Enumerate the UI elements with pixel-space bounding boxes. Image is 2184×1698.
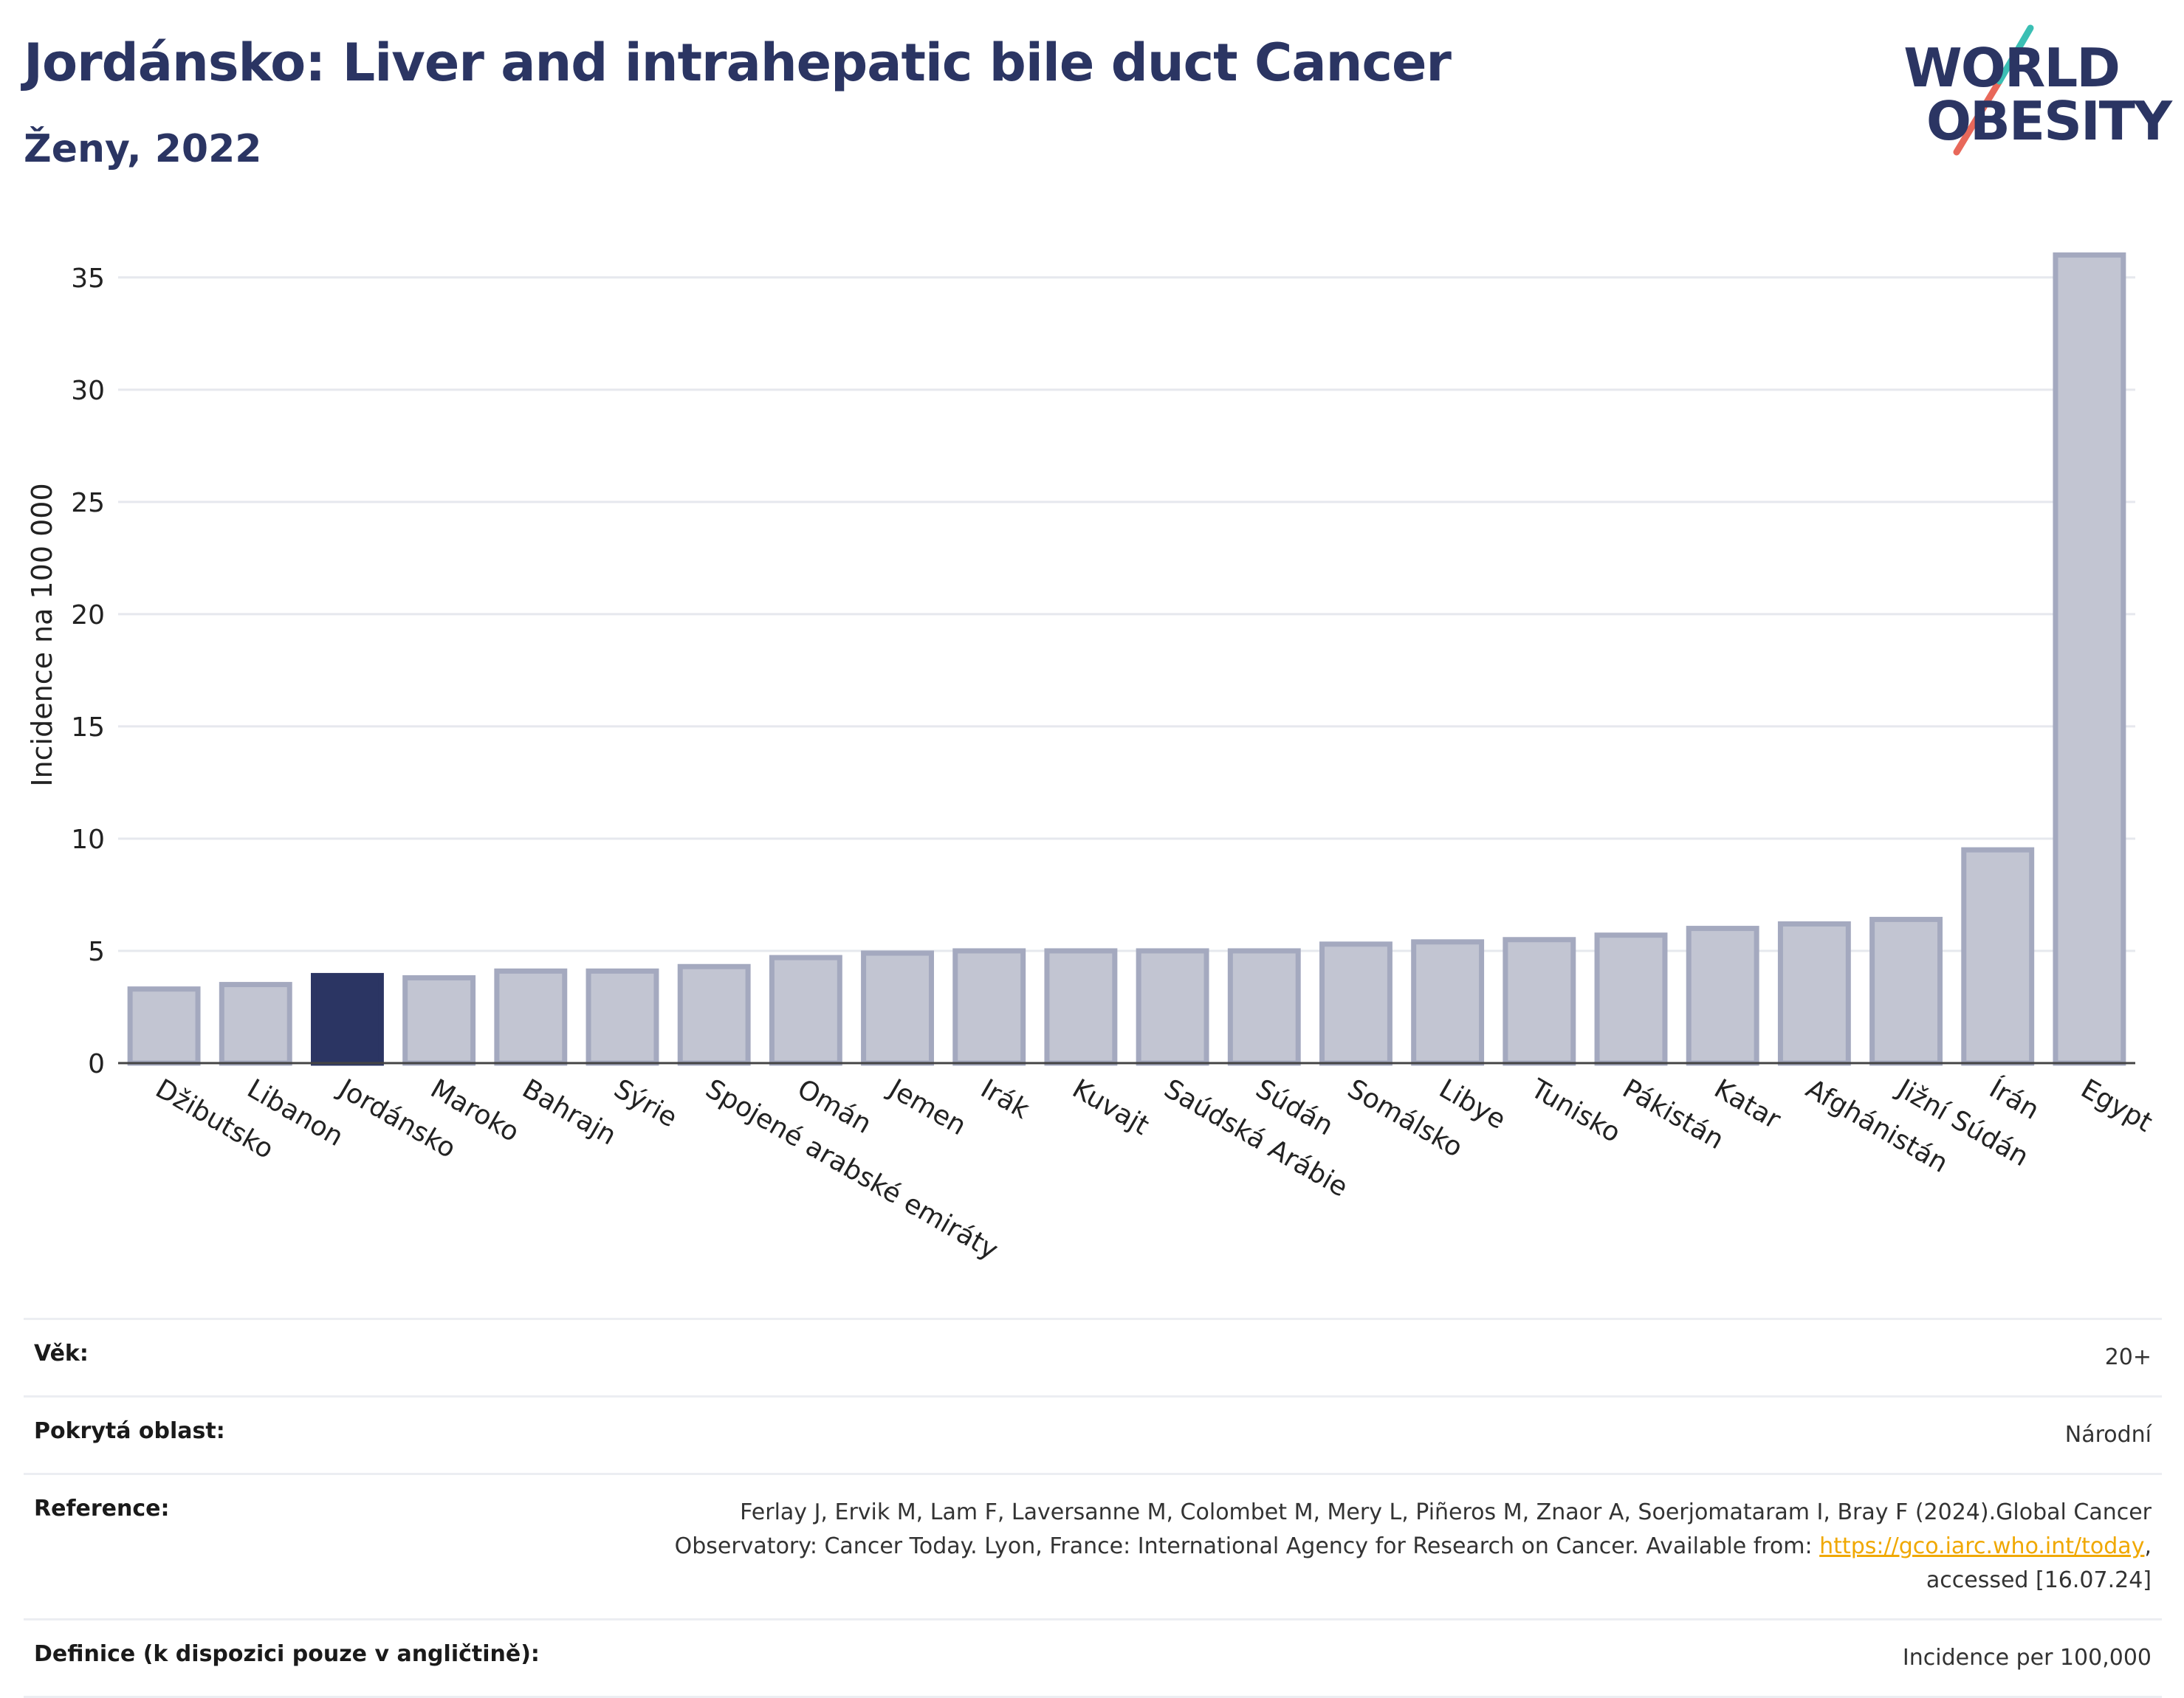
meta-row-age: Věk: 20+ bbox=[24, 1318, 2162, 1395]
y-tick-label: 35 bbox=[71, 264, 105, 294]
bar[interactable] bbox=[1411, 939, 1485, 1066]
logo-line1: WORLD bbox=[1903, 37, 2121, 99]
reference-label: Reference: bbox=[34, 1496, 170, 1522]
reference-tail: , accessed [16.07.24] bbox=[1926, 1533, 2152, 1593]
reference-text: Ferlay J, Ervik M, Lam F, Laversanne M, … bbox=[674, 1499, 2152, 1559]
bar[interactable] bbox=[494, 968, 568, 1066]
x-tick-label: Kuvajt bbox=[1067, 1073, 1154, 1141]
meta-row-definition: Definice (k dispozici pouze v angličtině… bbox=[24, 1618, 2162, 1698]
bar[interactable] bbox=[1136, 948, 1209, 1066]
y-tick-label: 5 bbox=[88, 937, 105, 967]
bar[interactable] bbox=[1961, 847, 2035, 1066]
coverage-label: Pokrytá oblast: bbox=[34, 1418, 225, 1444]
y-tick-label: 10 bbox=[71, 825, 105, 855]
page-title: Jordánsko: Liver and intrahepatic bile d… bbox=[24, 32, 1452, 93]
y-tick-label: 30 bbox=[71, 376, 105, 406]
bar-chart: 0 5 10 15 20 25 30 35 DžibutskoLibanonJordánsko… bbox=[26, 252, 2157, 1266]
x-ticks: DžibutskoLibanonJordánskoMarokoBahrajnSý… bbox=[151, 1073, 2157, 1265]
logo-slash-icon bbox=[1953, 24, 2034, 156]
x-tick-label: Egypt bbox=[2075, 1073, 2157, 1138]
metadata-table: Věk: 20+ Pokrytá oblast: Národní Referen… bbox=[24, 1318, 2162, 1698]
bar[interactable] bbox=[1594, 932, 1668, 1066]
y-axis-label: Incidence na 100 000 bbox=[26, 483, 58, 786]
y-tick-label: 15 bbox=[71, 712, 105, 743]
age-value: 20+ bbox=[2104, 1344, 2152, 1370]
bar[interactable] bbox=[219, 982, 292, 1066]
reference-link[interactable]: https://gco.iarc.who.int/today bbox=[1819, 1533, 2145, 1559]
bar[interactable] bbox=[1227, 948, 1301, 1066]
logo-line2: OBESITY bbox=[1926, 90, 2172, 152]
y-tick-label: 20 bbox=[71, 600, 105, 630]
bar[interactable] bbox=[1686, 926, 1759, 1066]
bar[interactable] bbox=[861, 950, 934, 1066]
x-tick-label: Jemen bbox=[882, 1073, 971, 1141]
x-tick-label: Tunisko bbox=[1525, 1073, 1625, 1149]
bar[interactable] bbox=[1319, 941, 1393, 1066]
reference-value: Ferlay J, Ervik M, Lam F, Laversanne M, … bbox=[638, 1496, 2152, 1598]
bars bbox=[127, 252, 2126, 1066]
x-tick-label: Bahrajn bbox=[517, 1073, 621, 1151]
x-tick-label: Írán bbox=[1984, 1073, 2044, 1126]
page-subtitle: Ženy, 2022 bbox=[24, 127, 262, 171]
bar[interactable] bbox=[402, 975, 476, 1066]
meta-row-reference: Reference: Ferlay J, Ervik M, Lam F, Lav… bbox=[24, 1473, 2162, 1618]
bar[interactable] bbox=[1777, 921, 1851, 1066]
grid-lines bbox=[118, 276, 2135, 952]
age-label: Věk: bbox=[34, 1341, 89, 1367]
coverage-value: Národní bbox=[2064, 1422, 2152, 1448]
x-tick-label: Pákistán bbox=[1618, 1073, 1729, 1155]
bar[interactable] bbox=[769, 955, 842, 1066]
meta-row-coverage: Pokrytá oblast: Národní bbox=[24, 1395, 2162, 1473]
bar[interactable] bbox=[952, 948, 1026, 1066]
world-obesity-logo: WORLD OBESITY bbox=[1903, 21, 2172, 161]
bar[interactable] bbox=[2053, 252, 2126, 1066]
y-tick-label: 25 bbox=[71, 488, 105, 518]
bar[interactable] bbox=[586, 968, 659, 1066]
bar[interactable] bbox=[1869, 916, 1943, 1066]
x-tick-label: Irák bbox=[975, 1073, 1034, 1125]
bar[interactable] bbox=[311, 972, 384, 1066]
bar[interactable] bbox=[1503, 937, 1576, 1066]
y-tick-label: 0 bbox=[88, 1049, 105, 1079]
definition-label: Definice (k dispozici pouze v angličtině… bbox=[34, 1641, 540, 1667]
bar[interactable] bbox=[127, 986, 201, 1066]
bar[interactable] bbox=[1044, 948, 1118, 1066]
y-ticks: 0 5 10 15 20 25 30 35 bbox=[71, 264, 105, 1079]
definition-value: Incidence per 100,000 bbox=[1902, 1645, 2152, 1671]
bar[interactable] bbox=[677, 963, 751, 1066]
